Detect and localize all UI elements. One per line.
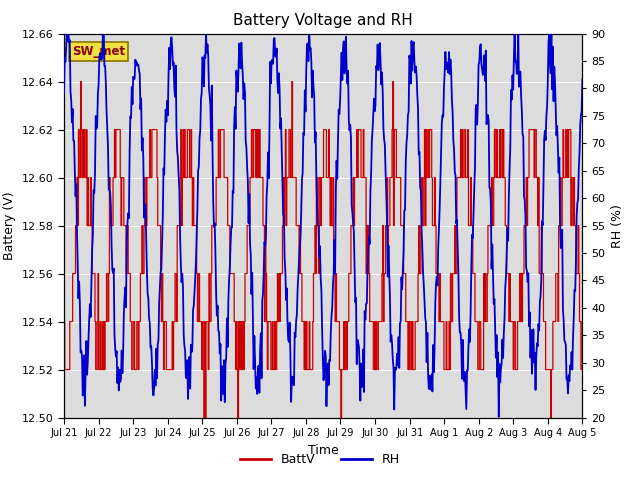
Y-axis label: RH (%): RH (%) <box>611 204 624 248</box>
Text: SW_met: SW_met <box>72 45 125 58</box>
Title: Battery Voltage and RH: Battery Voltage and RH <box>234 13 413 28</box>
Legend: BattV, RH: BattV, RH <box>235 448 405 471</box>
Y-axis label: Battery (V): Battery (V) <box>3 192 16 260</box>
X-axis label: Time: Time <box>308 444 339 456</box>
